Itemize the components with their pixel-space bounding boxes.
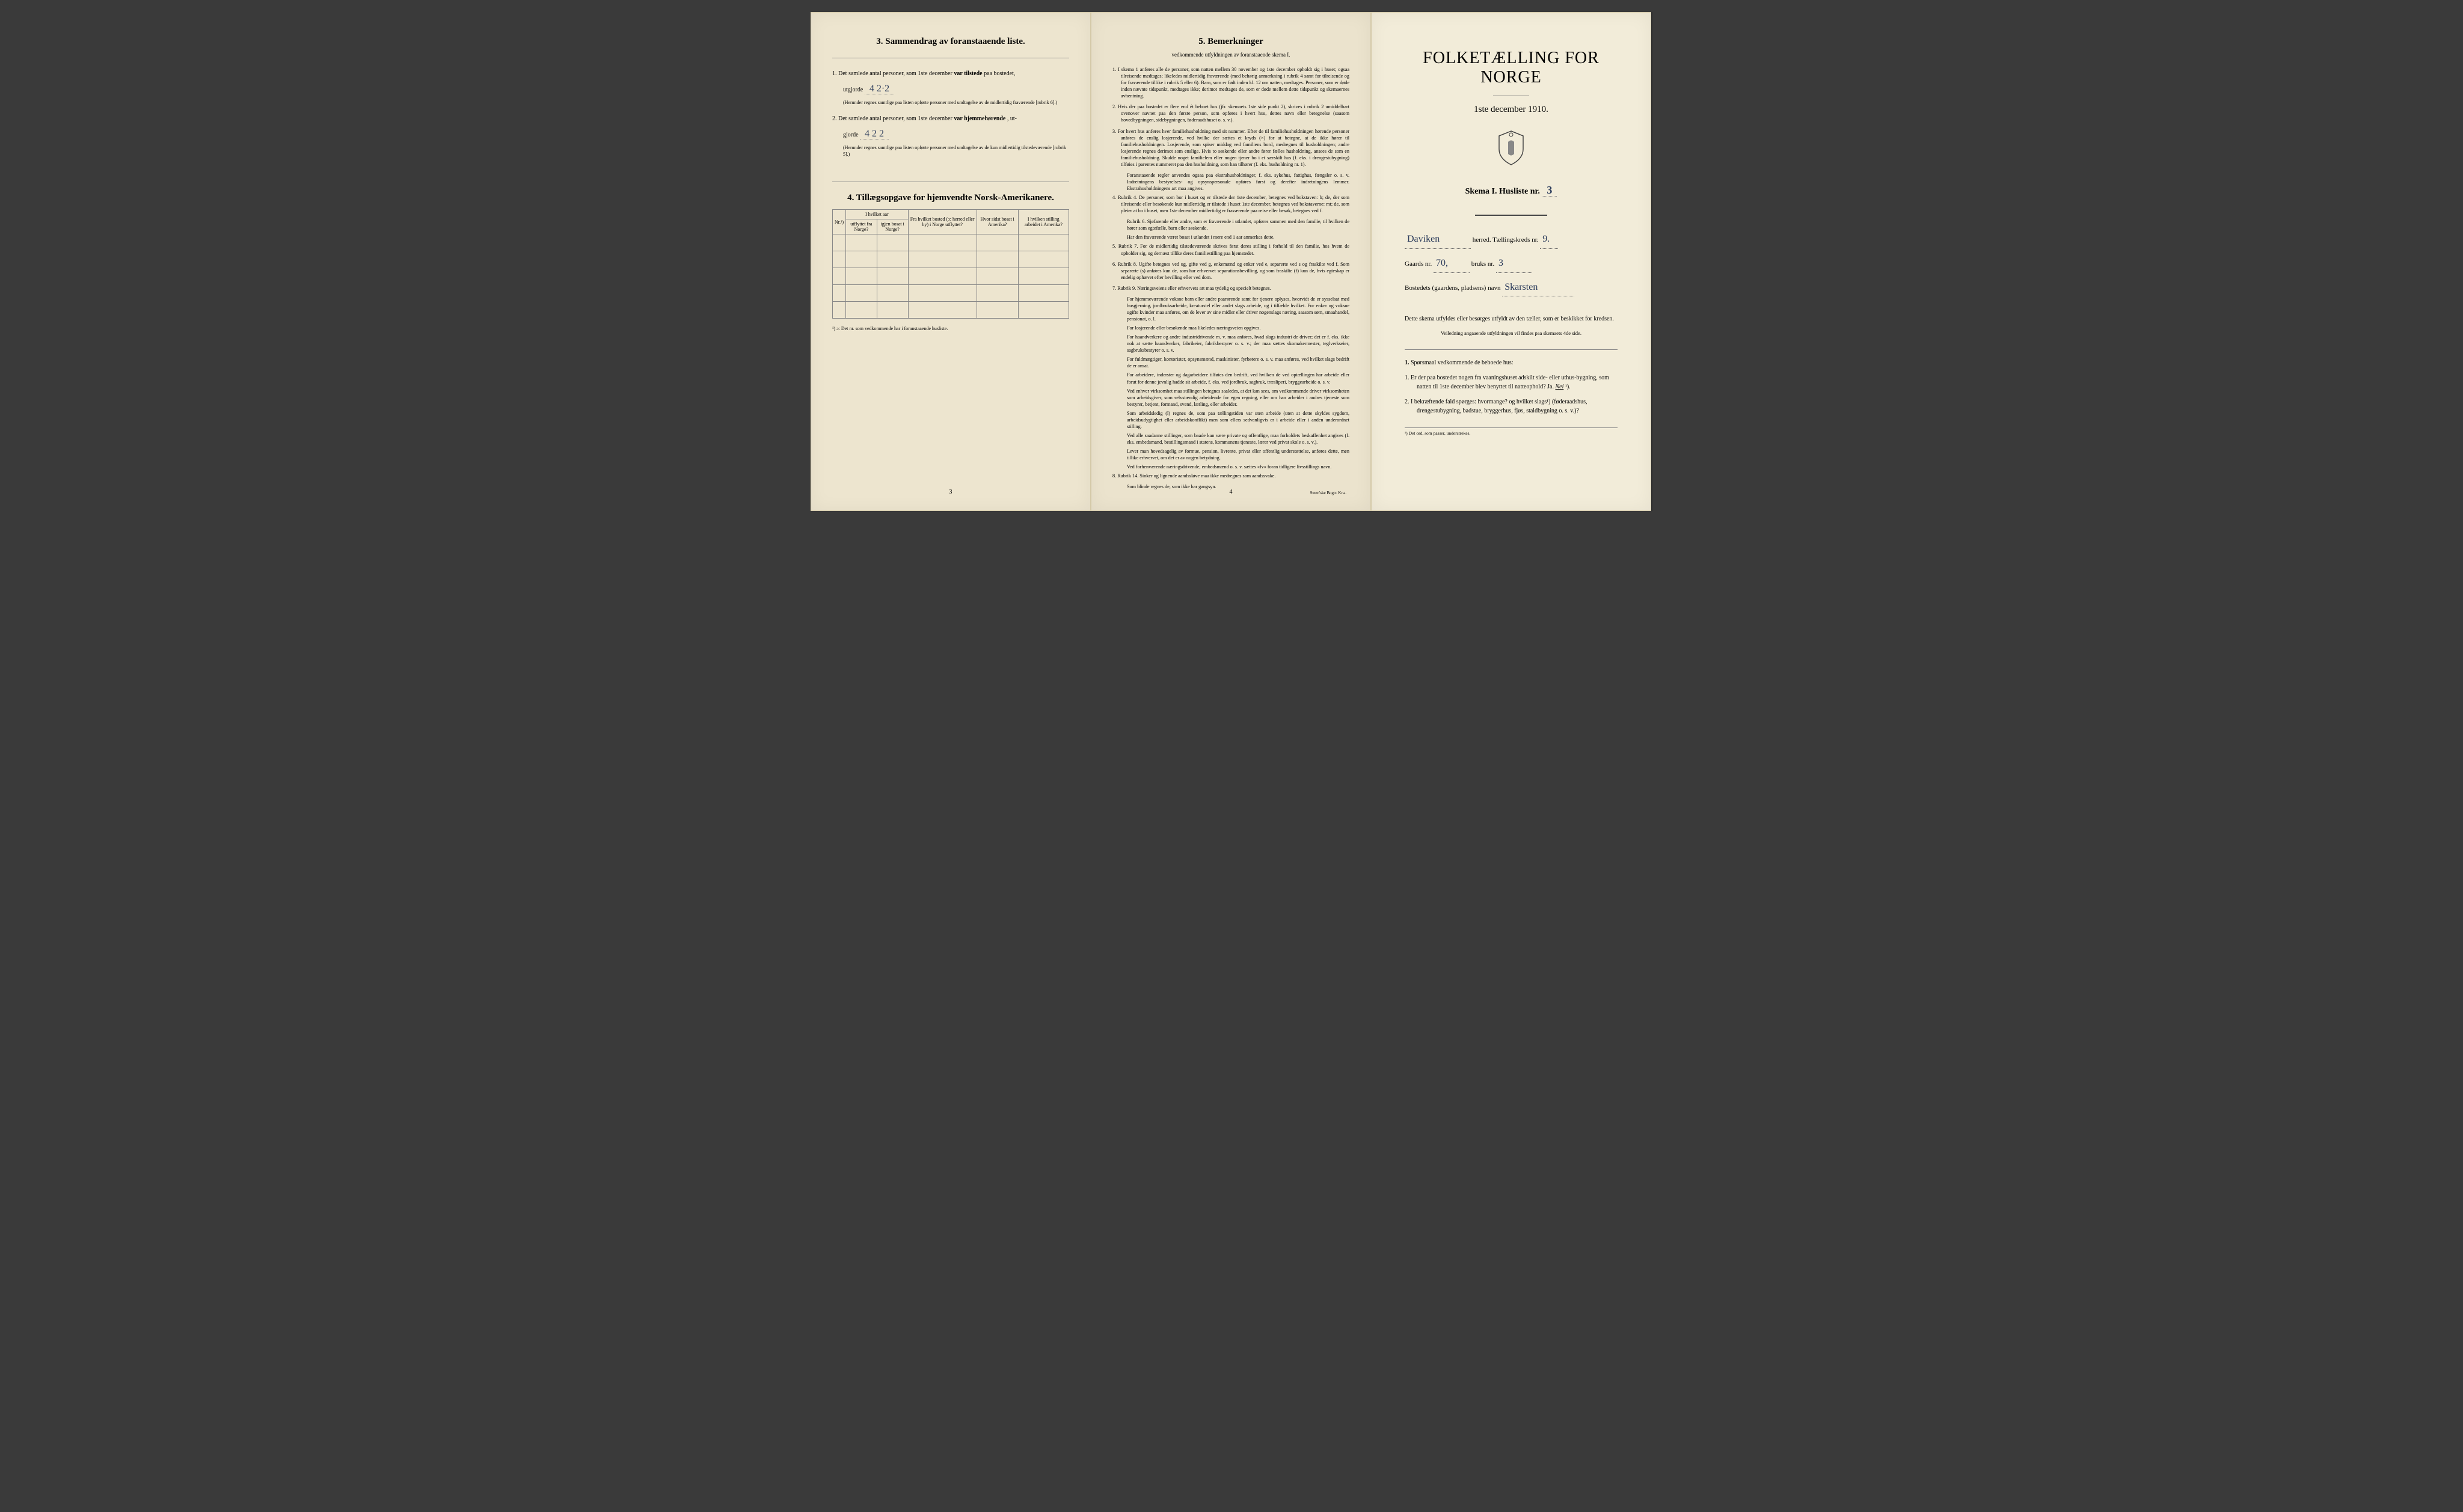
bruks-value: 3: [1496, 255, 1532, 273]
item-1-note: (Herunder regnes samtlige paa listen opf…: [843, 100, 1069, 106]
page-4: 5. Bemerkninger vedkommende utfyldningen…: [1091, 12, 1371, 511]
remark-7d: For haandverkere og andre industridriven…: [1112, 334, 1349, 354]
bruks-label: bruks nr.: [1471, 260, 1495, 268]
section-5-sub: vedkommende utfyldningen av foranstaaend…: [1112, 52, 1349, 58]
value-1: 4 2·2: [865, 84, 894, 94]
table-row: [833, 234, 1069, 251]
remark-7f: For arbeidere, inderster og dagarbeidere…: [1112, 372, 1349, 385]
remark-8: 8. Rubrik 14. Sinker og lignende aandssl…: [1112, 473, 1349, 479]
item1-prefix: 1. Det samlede antal personer, som 1ste …: [832, 70, 952, 77]
census-title: FOLKETÆLLING FOR NORGE: [1393, 49, 1630, 87]
bosted-value: Skarsten: [1502, 279, 1574, 297]
gaards-label: Gaards nr.: [1405, 260, 1432, 268]
q1-suffix: ¹).: [1565, 384, 1571, 390]
item-1: 1. Det samlede antal personer, som 1ste …: [832, 69, 1069, 78]
value-2: 4 2 2: [860, 129, 889, 139]
remark-7: 7. Rubrik 9. Næringsveiens eller erhverv…: [1112, 285, 1349, 292]
herred-value: Daviken: [1405, 231, 1471, 249]
census-date: 1ste december 1910.: [1393, 105, 1630, 115]
kreds-nr: 9.: [1540, 231, 1558, 249]
herred-line: Daviken herred. Tællingskreds nr. 9.: [1405, 231, 1618, 249]
instruction-2: Veiledning angaaende utfyldningen vil fi…: [1405, 329, 1618, 337]
remark-6: 6. Rubrik 8. Ugifte betegnes ved ug, gif…: [1112, 261, 1349, 281]
item-2-line2: gjorde 4 2 2: [843, 127, 1069, 141]
remark-4b: Rubrik 6. Sjøfarende eller andre, som er…: [1112, 218, 1349, 231]
th-utflyttet: utflyttet fra Norge?: [846, 219, 877, 234]
item2-suffix: , ut-: [1007, 115, 1017, 122]
remark-1: 1. I skema 1 anføres alle de personer, s…: [1112, 66, 1349, 99]
th-aar: I hvilket aar: [846, 210, 909, 219]
page-3: 3. Sammendrag av foranstaaende liste. 1.…: [811, 12, 1091, 511]
skema-rule: [1475, 215, 1547, 216]
remark-7g: Ved enhver virksomhet maa stillingen bet…: [1112, 388, 1349, 408]
item-2-note: (Herunder regnes samtlige paa listen opf…: [843, 145, 1069, 158]
herred-label: herred. Tællingskreds nr.: [1473, 236, 1539, 243]
gaards-line: Gaards nr. 70, bruks nr. 3: [1405, 255, 1618, 273]
item-1-line2: utgjorde 4 2·2: [843, 82, 1069, 96]
remark-3: 3. For hvert hus anføres hver familiehus…: [1112, 128, 1349, 168]
remark-7i: Ved alle saadanne stillinger, som baade …: [1112, 432, 1349, 445]
instruction-1: Dette skema utfyldes eller besørges utfy…: [1405, 314, 1618, 323]
husliste-nr: 3: [1542, 184, 1557, 197]
remark-5: 5. Rubrik 7. For de midlertidig tilstede…: [1112, 243, 1349, 256]
remark-3b: Foranstaaende regler anvendes ogsaa paa …: [1112, 172, 1349, 192]
skema-line: Skema I. Husliste nr. 3: [1393, 184, 1630, 197]
q1-text: 1. Er der paa bostedet nogen fra vaaning…: [1405, 375, 1609, 390]
remark-7j: Lever man hovedsagelig av formue, pensio…: [1112, 448, 1349, 461]
remark-4c: Har den fraværende været bosat i utlande…: [1112, 234, 1349, 240]
question-block: 1. Spørsmaal vedkommende de beboede hus:…: [1405, 358, 1618, 415]
page-1-cover: FOLKETÆLLING FOR NORGE 1ste december 191…: [1371, 12, 1651, 511]
gaards-value: 70,: [1434, 255, 1470, 273]
section-3-title: 3. Sammendrag av foranstaaende liste.: [832, 37, 1069, 47]
th-nr: Nr.¹): [833, 210, 846, 234]
section-5-title: 5. Bemerkninger: [1112, 37, 1349, 47]
remark-7c: For losjerende eller besøkende maa likel…: [1112, 325, 1349, 331]
table-footnote: ¹) ɔ: Det nr. som vedkommende har i fora…: [832, 326, 1069, 331]
remark-7e: For fuldmægtiger, kontorister, opsynsmæn…: [1112, 356, 1349, 369]
item2-bold: var hjemmehørende: [954, 115, 1005, 122]
document-spread: 3. Sammendrag av foranstaaende liste. 1.…: [811, 12, 1652, 511]
printer-credit: Steen'ske Bogtr. Kr.a.: [1310, 491, 1346, 495]
emigrant-table: Nr.¹) I hvilket aar Fra hvilket bosted (…: [832, 209, 1069, 319]
question-1: 1. Er der paa bostedet nogen fra vaaning…: [1405, 373, 1618, 391]
table-row: [833, 285, 1069, 302]
table-row: [833, 302, 1069, 319]
th-amerika: Hvor sidst bosat i Amerika?: [977, 210, 1018, 234]
item1-bold: var tilstede: [954, 70, 982, 77]
footnote: ¹) Det ord, som passer, understrekes.: [1405, 427, 1618, 436]
item1-suffix: paa bostedet,: [984, 70, 1015, 77]
page-number: 3: [949, 489, 952, 495]
divider: [1405, 349, 1618, 350]
skema-label: Skema I. Husliste nr.: [1465, 187, 1540, 196]
utgjorde-1: utgjorde: [843, 87, 863, 93]
th-bosted: Fra hvilket bosted (ɔ: herred eller by) …: [908, 210, 977, 234]
th-stilling: I hvilken stilling arbeidet i Amerika?: [1018, 210, 1069, 234]
remark-7b: For hjemmeværende voksne barn eller andr…: [1112, 296, 1349, 322]
remark-2: 2. Hvis der paa bostedet er flere end ét…: [1112, 103, 1349, 123]
q1-answer: Nei: [1555, 384, 1563, 390]
q-header: 1. Spørsmaal vedkommende de beboede hus:: [1405, 358, 1618, 367]
table-row: [833, 268, 1069, 285]
coat-of-arms-icon: [1496, 130, 1526, 166]
question-2: 2. I bekræftende fald spørges: hvormange…: [1405, 397, 1618, 415]
section-4-title: 4. Tillægsopgave for hjemvendte Norsk-Am…: [832, 193, 1069, 203]
remarks-list: 1. I skema 1 anføres alle de personer, s…: [1112, 66, 1349, 490]
remark-7h: Som arbeidsledig (l) regnes de, som paa …: [1112, 410, 1349, 430]
page-number: 4: [1230, 489, 1233, 495]
bosted-label: Bostedets (gaardens, pladsens) navn: [1405, 284, 1500, 292]
th-igjen: igjen bosat i Norge?: [877, 219, 908, 234]
q-header-text: Spørsmaal vedkommende de beboede hus:: [1411, 360, 1514, 366]
item2-prefix: 2. Det samlede antal personer, som 1ste …: [832, 115, 952, 122]
bosted-line: Bostedets (gaardens, pladsens) navn Skar…: [1405, 279, 1618, 297]
q-num: 1.: [1405, 360, 1409, 366]
utgjorde-2: gjorde: [843, 132, 859, 138]
remark-7k: Ved forhenværende næringsdrivende, embed…: [1112, 464, 1349, 470]
item-2: 2. Det samlede antal personer, som 1ste …: [832, 114, 1069, 123]
table-row: [833, 251, 1069, 268]
remark-4: 4. Rubrik 4. De personer, som bor i huse…: [1112, 194, 1349, 214]
